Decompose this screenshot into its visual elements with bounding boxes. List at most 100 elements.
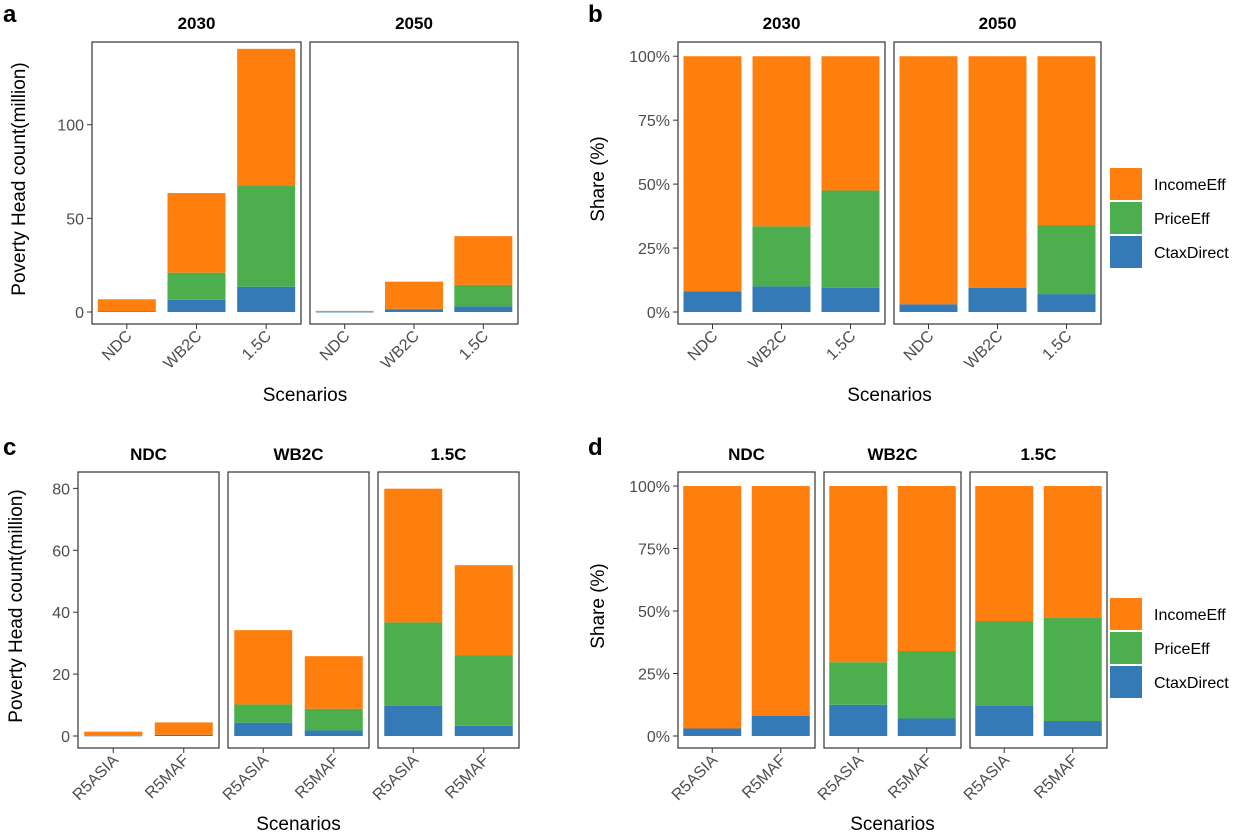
bar-segment-incomeeff	[237, 48, 296, 186]
x-tick-label: R5ASIA	[815, 752, 867, 804]
panel-letter: c	[3, 434, 16, 461]
legend-label: PriceEff	[1154, 641, 1210, 658]
x-tick-label: R5MAF	[142, 752, 193, 803]
x-tick-label: WB2C	[378, 328, 423, 373]
legend-swatch-ctaxdirect	[1110, 236, 1142, 268]
facet-frame	[91, 41, 302, 325]
x-tick-label: 1.5C	[1039, 328, 1075, 364]
bar-segment-ctaxdirect	[304, 730, 363, 736]
x-tick-label: R5ASIA	[961, 752, 1013, 804]
x-tick-label: R5ASIA	[220, 752, 272, 804]
bar-segment-priceeff	[385, 308, 443, 310]
bar-segment-ctaxdirect	[384, 705, 443, 736]
legend-label: IncomeEff	[1154, 607, 1226, 624]
facet-frame	[677, 471, 816, 749]
y-axis-title: Share (%)	[588, 563, 609, 649]
x-tick-label: WB2C	[962, 328, 1007, 373]
x-tick-label: R5MAF	[739, 752, 790, 803]
y-tick-label: 25%	[638, 241, 670, 258]
legend-swatch-incomeeff	[1110, 168, 1142, 200]
x-tick-label: R5ASIA	[669, 752, 721, 804]
bar-segment-priceeff	[237, 185, 296, 287]
bar-segment-ctaxdirect	[897, 718, 956, 736]
x-tick-label: R5MAF	[442, 752, 493, 803]
facet-strip-label: 2050	[395, 14, 433, 33]
facet-frame	[377, 471, 520, 749]
facet-frame	[677, 41, 886, 325]
y-tick-label: 25%	[638, 667, 670, 684]
bar-segment-incomeeff	[752, 56, 811, 227]
facet-strip-label: NDC	[728, 445, 765, 464]
bar-segment-ctaxdirect	[899, 304, 958, 312]
y-axis-title: Poverty Head count(million)	[9, 62, 30, 295]
bar-segment-priceeff	[897, 651, 956, 719]
y-tick-label: 50%	[638, 177, 670, 194]
y-axis-title: Share (%)	[588, 136, 609, 222]
bar-segment-priceeff	[829, 662, 888, 705]
panel-letter: d	[588, 434, 603, 461]
bar-segment-incomeeff	[683, 486, 742, 729]
x-tick-label: R5ASIA	[370, 752, 422, 804]
bar-segment-incomeeff	[1043, 486, 1102, 618]
legend-label: CtaxDirect	[1154, 245, 1229, 262]
x-tick-label: R5ASIA	[70, 752, 122, 804]
bar-segment-ctaxdirect	[84, 735, 143, 737]
facet-strip-label: WB2C	[867, 445, 917, 464]
y-tick-label: 40	[52, 605, 70, 622]
bar-segment-priceeff	[975, 621, 1034, 706]
y-tick-label: 80	[52, 481, 70, 498]
y-tick-label: 0	[75, 305, 84, 322]
x-tick-label: R5MAF	[292, 752, 343, 803]
x-tick-label: NDC	[317, 328, 354, 365]
bar-segment-incomeeff	[167, 193, 226, 273]
bar-segment-incomeeff	[1037, 56, 1096, 226]
bar-segment-incomeeff	[315, 310, 374, 312]
facet-frame	[77, 471, 220, 749]
bar-segment-ctaxdirect	[167, 299, 226, 312]
bar-segment-incomeeff	[454, 565, 513, 656]
bar-segment-priceeff	[454, 655, 513, 726]
y-tick-label: 60	[52, 543, 70, 560]
facet-strip-label: 1.5C	[1021, 445, 1057, 464]
x-tick-label: NDC	[901, 328, 938, 365]
bar-segment-incomeeff	[968, 56, 1027, 288]
bar-segment-ctaxdirect	[829, 704, 888, 736]
bar-segment-priceeff	[821, 190, 880, 288]
legend-swatch-ctaxdirect	[1110, 666, 1142, 698]
bar-segment-incomeeff	[683, 56, 742, 292]
bar-segment-incomeeff	[154, 722, 213, 735]
x-axis-title: Scenarios	[850, 814, 935, 835]
y-tick-label: 100%	[629, 49, 670, 66]
legend-label: CtaxDirect	[1154, 675, 1229, 692]
bar-segment-incomeeff	[384, 488, 443, 623]
y-tick-label: 0%	[647, 729, 670, 746]
panel-letter: a	[3, 1, 17, 28]
bar-segment-incomeeff	[454, 236, 513, 285]
x-tick-label: NDC	[99, 328, 136, 365]
panel-a: a 0 50 100 Poverty Head count(million) 2030 ND…	[3, 1, 519, 406]
facet-strip-label: 2030	[178, 14, 216, 33]
legend-swatch-priceeff	[1110, 632, 1142, 664]
facet-strip-label: WB2C	[273, 445, 323, 464]
bar-segment-incomeeff	[304, 656, 363, 709]
bar-segment-ctaxdirect	[154, 734, 213, 736]
bar-segment-ctaxdirect	[97, 311, 156, 313]
bar-segment-ctaxdirect	[234, 722, 293, 736]
bar-segment-ctaxdirect	[385, 309, 443, 312]
legend: IncomeEff PriceEff CtaxDirect	[1110, 168, 1229, 268]
bar-segment-priceeff	[1043, 617, 1102, 721]
y-tick-label: 50%	[638, 604, 670, 621]
bar-segment-ctaxdirect	[315, 311, 374, 313]
y-tick-label: 75%	[638, 113, 670, 130]
legend: IncomeEff PriceEff CtaxDirect	[1110, 598, 1229, 698]
bar-segment-priceeff	[167, 272, 226, 300]
facet-frame	[893, 41, 1102, 325]
panel-b: b 0% 25% 50% 75% 100% Share (%) 2030 NDC WB2C 1.5C…	[588, 1, 1229, 406]
x-tick-label: R5MAF	[1031, 752, 1082, 803]
bar-segment-ctaxdirect	[752, 286, 811, 312]
bar-segment-ctaxdirect	[237, 286, 296, 312]
bar-segment-incomeeff	[751, 486, 810, 716]
bar-segment-ctaxdirect	[683, 291, 742, 312]
facet-frame	[969, 471, 1108, 749]
